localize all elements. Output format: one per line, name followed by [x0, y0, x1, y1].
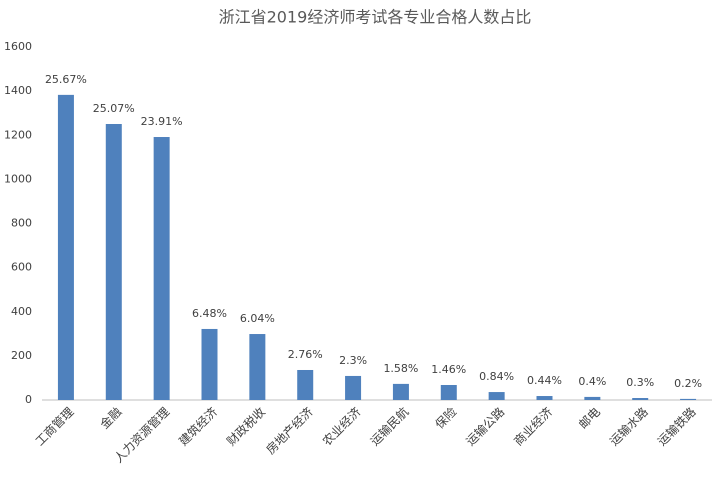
data-label: 25.07%: [93, 102, 135, 115]
data-label: 23.91%: [141, 115, 183, 128]
data-label: 0.2%: [674, 377, 702, 390]
data-label: 25.67%: [45, 73, 87, 86]
y-tick-label: 1600: [4, 40, 32, 53]
bar: [345, 375, 362, 400]
y-tick-label: 200: [11, 349, 32, 362]
y-tick-label: 600: [11, 261, 32, 274]
y-tick-label: 1000: [4, 172, 32, 185]
data-label: 1.58%: [383, 362, 418, 375]
bar: [680, 398, 697, 400]
data-label: 0.4%: [578, 375, 606, 388]
data-label: 0.3%: [626, 376, 654, 389]
data-label: 2.76%: [288, 348, 323, 361]
data-label: 2.3%: [339, 354, 367, 367]
y-tick-label: 0: [25, 393, 32, 406]
bar: [153, 137, 170, 400]
bar: [201, 328, 218, 400]
bar: [392, 383, 409, 400]
bar: [105, 123, 122, 401]
y-tick-label: 1400: [4, 84, 32, 97]
data-label: 6.48%: [192, 307, 227, 320]
y-tick-label: 400: [11, 305, 32, 318]
data-label: 6.04%: [240, 312, 275, 325]
bar: [249, 334, 266, 400]
data-label: 0.84%: [479, 370, 514, 383]
bar: [536, 396, 553, 400]
bar: [584, 396, 601, 400]
chart-title: 浙江省2019经济师考试各专业合格人数占比: [219, 8, 532, 27]
bar: [297, 369, 314, 400]
bar: [488, 392, 505, 400]
data-label: 0.44%: [527, 374, 562, 387]
y-tick-label: 1200: [4, 128, 32, 141]
bar: [57, 94, 74, 401]
bar: [440, 384, 457, 400]
y-tick-label: 800: [11, 217, 32, 230]
bar: [632, 398, 649, 400]
data-label: 1.46%: [431, 363, 466, 376]
